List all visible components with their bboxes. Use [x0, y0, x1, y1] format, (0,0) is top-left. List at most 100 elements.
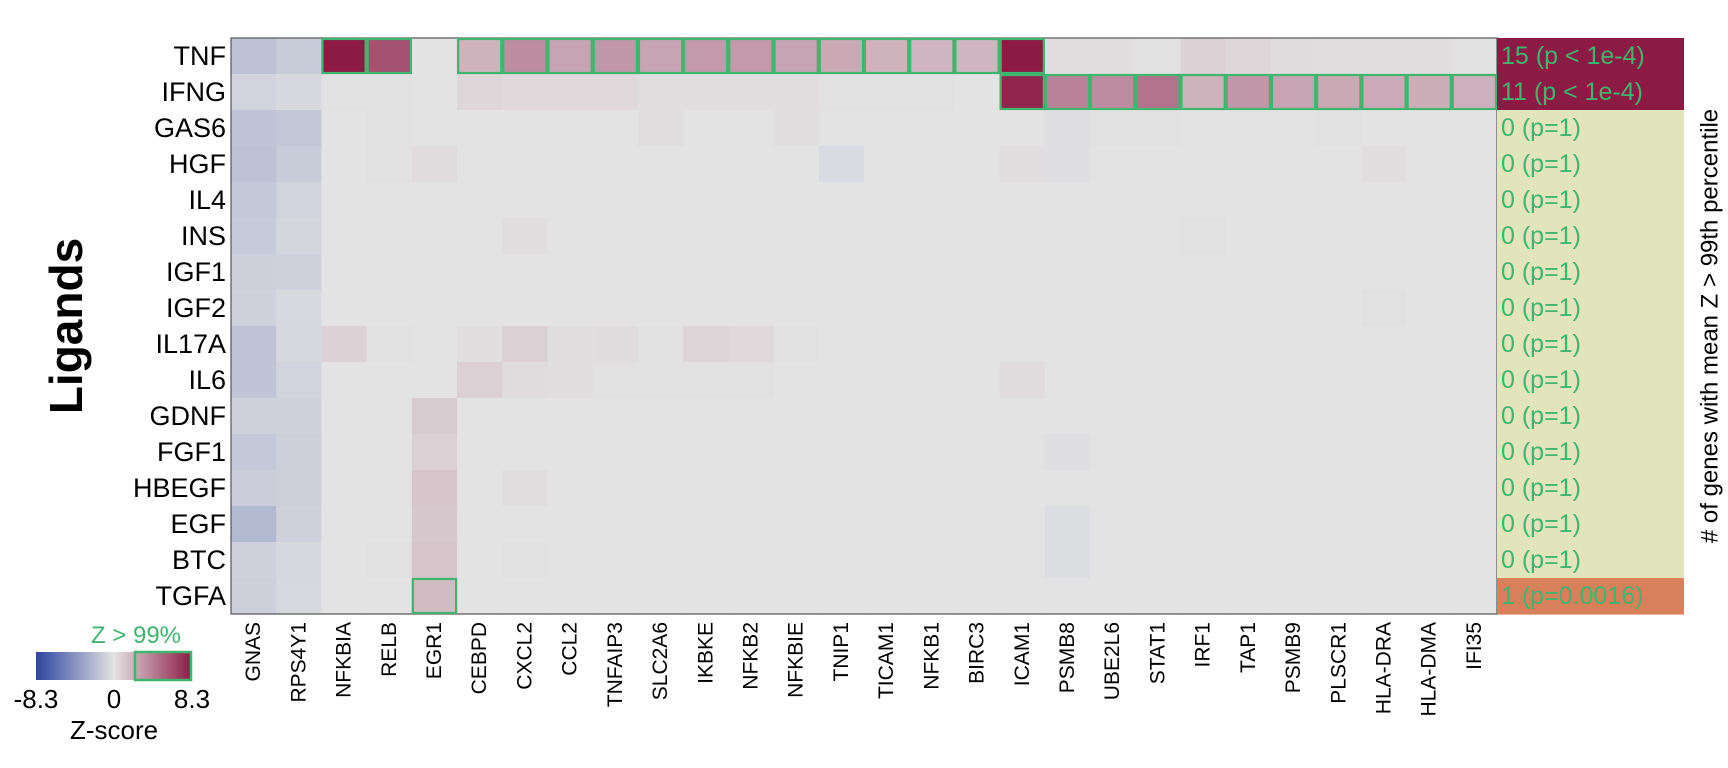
heatmap-cell	[909, 218, 956, 255]
heatmap-cell	[1451, 470, 1498, 507]
heatmap-cell	[1180, 578, 1227, 615]
heatmap-cell	[1180, 74, 1227, 111]
heatmap-cell	[1270, 110, 1317, 147]
heatmap-cell	[457, 38, 503, 75]
heatmap-cell	[773, 398, 820, 435]
summary-cell	[1497, 218, 1684, 255]
heatmap-cell	[773, 182, 820, 219]
highlight-outline	[999, 73, 1045, 111]
heatmap-cell	[864, 542, 910, 579]
highlight-outline	[411, 577, 458, 615]
heatmap-cell	[276, 290, 323, 327]
heatmap-cell	[637, 146, 684, 183]
heatmap-cell	[276, 254, 323, 291]
heatmap-cell	[818, 578, 865, 615]
highlight-outline	[1044, 73, 1091, 111]
heatmap-cell	[1180, 146, 1227, 183]
summary-label: 0 (p=1)	[1501, 294, 1581, 322]
highlight-outline	[637, 37, 684, 75]
heatmap-cell	[457, 434, 503, 471]
heatmap-cell	[457, 470, 503, 507]
heatmap-cell	[954, 146, 1001, 183]
heatmap-cell	[1044, 398, 1091, 435]
heatmap-cell	[1406, 326, 1453, 363]
heatmap-cell	[502, 254, 549, 291]
heatmap-cell	[502, 290, 549, 327]
heatmap-cell	[1316, 254, 1362, 291]
heatmap-cell	[1270, 578, 1317, 615]
heatmap-cell	[502, 218, 549, 255]
heatmap-cell	[999, 542, 1046, 579]
summary-label: 0 (p=1)	[1501, 258, 1581, 286]
heatmap-cell	[321, 542, 368, 579]
heatmap-cell	[592, 182, 639, 219]
heatmap-cell	[1361, 578, 1408, 615]
heatmap-cell	[1451, 182, 1498, 219]
heatmap-cell	[999, 326, 1046, 363]
column-label: IKBKE	[694, 622, 717, 684]
heatmap-cell	[999, 362, 1046, 399]
heatmap-cell	[457, 146, 503, 183]
row-label: IL4	[188, 185, 226, 215]
heatmap-cell	[1090, 218, 1136, 255]
heatmap-cell	[1180, 362, 1227, 399]
heatmap-cell	[818, 398, 865, 435]
heatmap-cell	[321, 470, 368, 507]
heatmap-cell	[1316, 38, 1362, 75]
heatmap-cell	[909, 254, 956, 291]
summary-cell	[1497, 74, 1684, 111]
heatmap-cell	[818, 182, 865, 219]
heatmap-cell	[231, 146, 277, 183]
heatmap-cell	[502, 146, 549, 183]
heatmap-cell	[547, 254, 594, 291]
heatmap-cell	[592, 110, 639, 147]
heatmap-cell	[276, 110, 323, 147]
heatmap-cell	[999, 182, 1046, 219]
heatmap-cell	[999, 38, 1046, 75]
heatmap-cell	[864, 74, 910, 111]
heatmap-cell	[592, 326, 639, 363]
column-label: STAT1	[1146, 622, 1169, 684]
heatmap-cell	[1135, 38, 1182, 75]
heatmap-cell	[1361, 326, 1408, 363]
heatmap-cell	[1180, 398, 1227, 435]
column-label: SLC2A6	[649, 622, 672, 700]
heatmap-cell	[818, 218, 865, 255]
heatmap-cell	[1135, 218, 1182, 255]
heatmap-cell	[366, 434, 413, 471]
heatmap-cell	[231, 290, 277, 327]
heatmap-cell	[1090, 470, 1136, 507]
heatmap-cell	[864, 506, 910, 543]
heatmap-cell	[1044, 542, 1091, 579]
column-label: HLA-DRA	[1372, 622, 1395, 714]
highlight-outline	[909, 37, 955, 75]
summary-label: 0 (p=1)	[1501, 150, 1581, 178]
heatmap-cell	[502, 110, 549, 147]
heatmap-cell	[276, 326, 323, 363]
heatmap-cell	[1225, 146, 1272, 183]
heatmap-cell	[366, 398, 413, 435]
heatmap-cell	[1135, 506, 1182, 543]
highlight-outline	[1225, 73, 1272, 111]
summary-label: 0 (p=1)	[1501, 330, 1581, 358]
colorbar-label: Z-score	[70, 715, 158, 745]
heatmap-cell	[683, 290, 729, 327]
heatmap-cell	[1316, 218, 1362, 255]
heatmap-cell	[999, 146, 1046, 183]
heatmap-cell	[954, 470, 1001, 507]
heatmap-cell	[1361, 434, 1408, 471]
heatmap-cell	[366, 218, 413, 255]
heatmap-cell	[773, 146, 820, 183]
heatmap-cell	[637, 362, 684, 399]
heatmap-cell	[773, 38, 820, 75]
heatmap-cell	[276, 542, 323, 579]
heatmap-cell	[1406, 434, 1453, 471]
heatmap-cell	[683, 434, 729, 471]
column-label: PLSCR1	[1327, 622, 1350, 704]
heatmap-cell	[954, 38, 1001, 75]
column-label: UBE2L6	[1101, 622, 1124, 700]
heatmap-cell	[547, 290, 594, 327]
heatmap-cell	[1451, 362, 1498, 399]
heatmap-cell	[276, 506, 323, 543]
heatmap-cell	[1270, 398, 1317, 435]
